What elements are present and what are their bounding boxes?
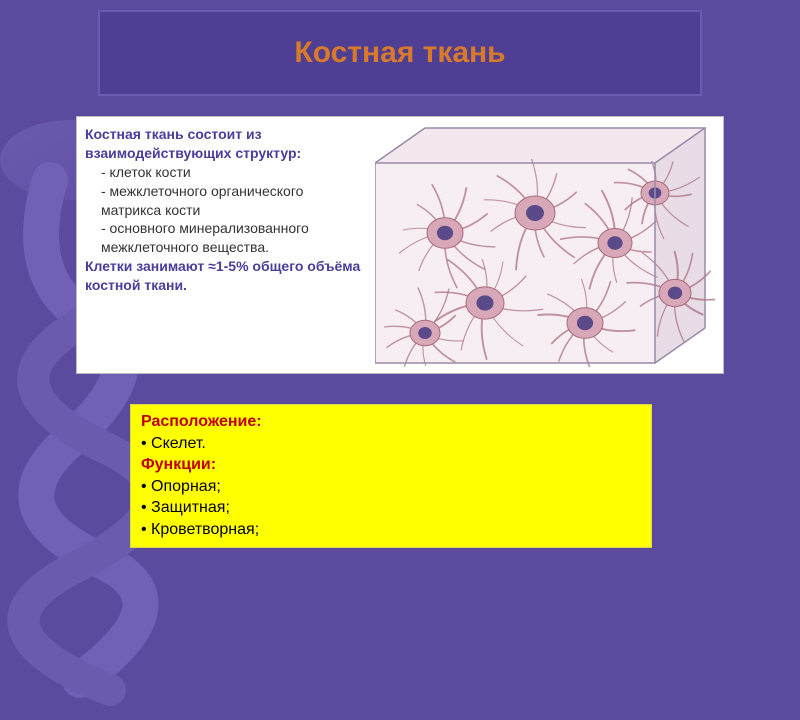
function-item: Кроветворная; bbox=[141, 519, 641, 541]
location-item: Скелет. bbox=[141, 433, 641, 455]
tissue-item: межклеточного вещества. bbox=[101, 238, 375, 257]
tissue-lead: Костная ткань состоит из взаимодействующ… bbox=[85, 125, 375, 163]
tissue-item: матрикса кости bbox=[101, 201, 375, 220]
slide-title: Костная ткань bbox=[294, 36, 505, 70]
tissue-panel: Костная ткань состоит из взаимодействующ… bbox=[76, 116, 724, 374]
title-bar: Костная ткань bbox=[98, 10, 702, 96]
location-header: Расположение: bbox=[141, 411, 641, 433]
tissue-item: - межклеточного органического bbox=[101, 182, 375, 201]
functions-header: Функции: bbox=[141, 454, 641, 476]
tissue-item: - клеток кости bbox=[101, 163, 375, 182]
bone-cells-diagram bbox=[375, 123, 715, 367]
tissue-item: - основного минерализованного bbox=[101, 219, 375, 238]
tissue-foot: Клетки занимают ≈1-5% общего объёма кост… bbox=[85, 257, 375, 295]
info-box: Расположение: Скелет. Функции: Опорная; … bbox=[130, 404, 652, 548]
function-item: Защитная; bbox=[141, 497, 641, 519]
tissue-text-column: Костная ткань состоит из взаимодействующ… bbox=[85, 125, 375, 295]
function-item: Опорная; bbox=[141, 476, 641, 498]
